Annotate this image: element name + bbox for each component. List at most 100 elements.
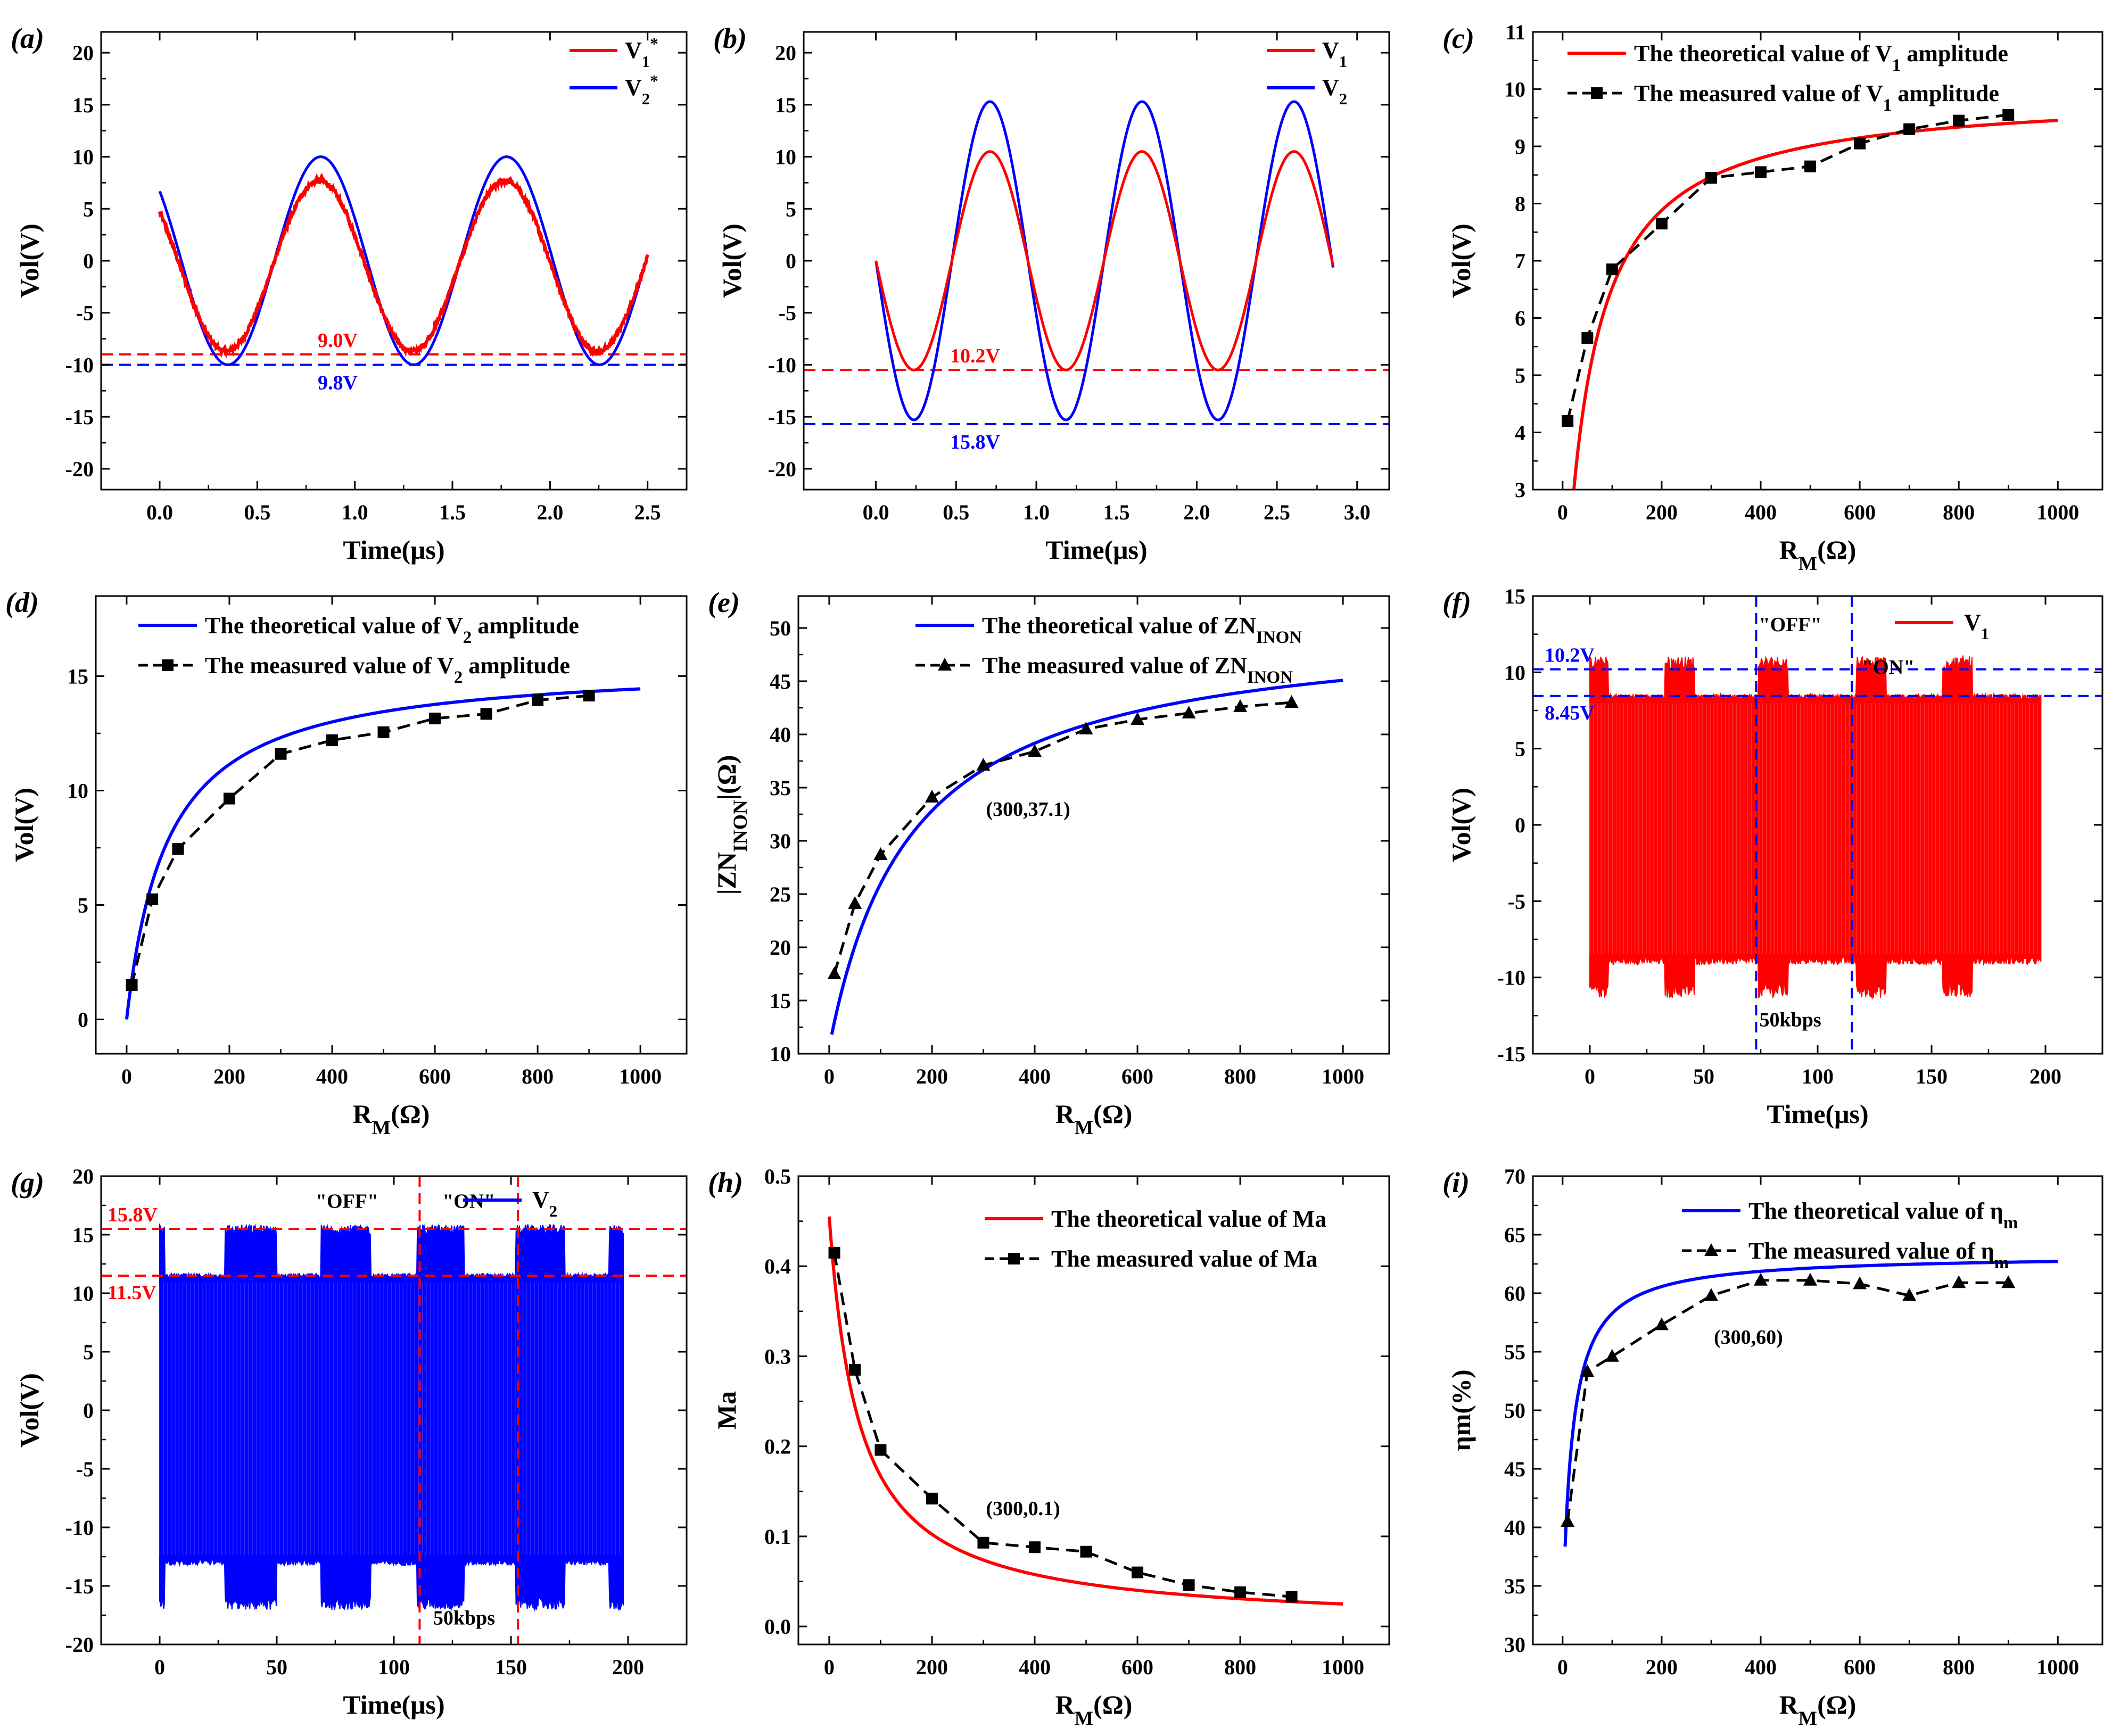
y-tick-label: 65 bbox=[1504, 1223, 1525, 1247]
y-tick-label: 0.4 bbox=[764, 1254, 791, 1278]
y-tick-label: 11 bbox=[1505, 20, 1525, 44]
legend-label: V1* bbox=[625, 35, 658, 71]
x-tick-label: 200 bbox=[916, 1064, 948, 1088]
x-tick-label: 400 bbox=[1019, 1655, 1051, 1679]
y-tick-label: 7 bbox=[1515, 249, 1525, 273]
plot-text: "ON" bbox=[1862, 656, 1915, 679]
y-tick-label: -20 bbox=[65, 1633, 94, 1657]
y-tick-label: 20 bbox=[72, 41, 94, 65]
plot-area-e: (300,37.1) The theoretical value of ZNINO… bbox=[827, 613, 1343, 1035]
data-point bbox=[162, 659, 174, 671]
x-tick-label: 600 bbox=[1844, 500, 1876, 524]
y-tick-label: 10 bbox=[770, 1042, 791, 1066]
data-point bbox=[1079, 722, 1093, 734]
theory-curve bbox=[1572, 119, 2058, 490]
data-point bbox=[976, 758, 991, 771]
measured-line bbox=[1566, 1279, 2009, 1522]
y-tick-label: 0 bbox=[78, 1008, 88, 1032]
x-tick-label: 800 bbox=[1943, 1655, 1975, 1679]
plot-area-d: The theoretical value of V2 amplitude The… bbox=[125, 613, 641, 1020]
x-tick-label: 200 bbox=[2030, 1064, 2061, 1088]
theory-curve bbox=[827, 1216, 1343, 1606]
legend-label: The theoretical value of V2 amplitude bbox=[205, 613, 579, 647]
x-axis-title: Time(μs) bbox=[1045, 535, 1147, 565]
y-tick-label: 0.0 bbox=[764, 1615, 791, 1639]
plot-frame bbox=[100, 31, 688, 491]
x-tick-label: 800 bbox=[1224, 1064, 1256, 1088]
x-tick-label: 100 bbox=[1802, 1064, 1834, 1088]
point-annotation: (300,60) bbox=[1714, 1326, 1783, 1349]
legend-label: The measured value of V1 amplitude bbox=[1634, 80, 1999, 115]
panel-label: (i) bbox=[1442, 1167, 1470, 1198]
x-tick-label: 400 bbox=[316, 1064, 348, 1088]
data-point bbox=[1008, 1253, 1020, 1264]
y-tick-label: 15 bbox=[72, 1223, 94, 1247]
x-axis-title: RM(Ω) bbox=[1779, 535, 1857, 575]
x-axis-title: Time(μs) bbox=[343, 535, 444, 565]
x-tick-label: 200 bbox=[612, 1655, 644, 1679]
legend-label: V2 bbox=[1322, 75, 1347, 108]
y-tick-label: 15 bbox=[72, 93, 94, 117]
x-tick-label: 0.5 bbox=[943, 500, 969, 524]
measured-line bbox=[833, 1252, 1292, 1598]
data-point bbox=[126, 979, 138, 991]
y-tick-label: -10 bbox=[65, 1516, 94, 1540]
data-point bbox=[172, 843, 184, 855]
plot-frame bbox=[803, 31, 1390, 491]
y-tick-label: 4 bbox=[1515, 421, 1525, 445]
x-tick-label: 0 bbox=[121, 1064, 132, 1088]
data-point bbox=[1234, 1586, 1247, 1598]
data-point bbox=[1183, 1579, 1195, 1591]
data-point bbox=[2001, 1275, 2016, 1288]
y-tick-label: -20 bbox=[65, 457, 94, 481]
x-tick-label: 1.5 bbox=[439, 500, 466, 524]
data-point bbox=[1803, 1272, 1818, 1286]
data-point bbox=[223, 792, 235, 805]
point-annotation: (300,0.1) bbox=[986, 1498, 1060, 1520]
data-point bbox=[146, 893, 159, 905]
plot-area-h: (300,0.1) The theoretical value of Ma The … bbox=[827, 1206, 1343, 1606]
chart-panel-d: The theoretical value of V2 amplitude The… bbox=[5, 586, 688, 1139]
x-axis-title: RM(Ω) bbox=[1055, 1690, 1133, 1730]
panel-label: (e) bbox=[708, 586, 740, 618]
y-tick-label: -5 bbox=[779, 301, 796, 325]
legend-label: The measured value of ZNINON bbox=[982, 652, 1293, 687]
y-tick-label: 40 bbox=[770, 723, 791, 747]
data-point bbox=[874, 1444, 887, 1456]
y-tick-label: 15 bbox=[1504, 584, 1525, 608]
x-tick-label: 0 bbox=[154, 1655, 165, 1679]
x-tick-label: 800 bbox=[522, 1064, 554, 1088]
y-tick-label: 15 bbox=[775, 93, 796, 117]
y-tick-label: 60 bbox=[1504, 1282, 1525, 1305]
x-tick-label: 600 bbox=[1121, 1064, 1153, 1088]
reference-label: 9.0V bbox=[318, 329, 358, 352]
x-tick-label: 600 bbox=[419, 1064, 451, 1088]
data-point bbox=[2002, 109, 2015, 121]
panel-label: (g) bbox=[11, 1167, 44, 1198]
legend-label: V1 bbox=[1964, 609, 1989, 643]
data-point bbox=[977, 1536, 989, 1549]
x-tick-label: 1000 bbox=[619, 1064, 662, 1088]
x-tick-label: 1000 bbox=[1322, 1655, 1364, 1679]
y-tick-label: -20 bbox=[768, 457, 796, 481]
data-point bbox=[1953, 114, 1965, 127]
y-axis-title: Vol(V) bbox=[14, 1373, 44, 1448]
plot-area-a: 9.0V 9.8V V1*V2* bbox=[101, 35, 687, 394]
measured-line bbox=[130, 694, 589, 986]
y-tick-label: 55 bbox=[1504, 1340, 1525, 1364]
plot-frame bbox=[797, 595, 1390, 1055]
y-axis-title: Vol(V) bbox=[14, 224, 44, 298]
y-tick-label: 5 bbox=[1515, 737, 1525, 761]
y-tick-label: -10 bbox=[65, 353, 94, 377]
data-point bbox=[1029, 1541, 1041, 1553]
data-point bbox=[1654, 1317, 1669, 1330]
data-point bbox=[925, 790, 939, 803]
data-point bbox=[429, 713, 441, 725]
y-tick-label: 20 bbox=[775, 41, 796, 65]
data-point bbox=[1284, 695, 1299, 708]
reference-label: 8.45V bbox=[1545, 702, 1595, 724]
data-point bbox=[1182, 706, 1196, 718]
plot-frame bbox=[95, 595, 688, 1055]
x-tick-label: 600 bbox=[1121, 1655, 1153, 1679]
